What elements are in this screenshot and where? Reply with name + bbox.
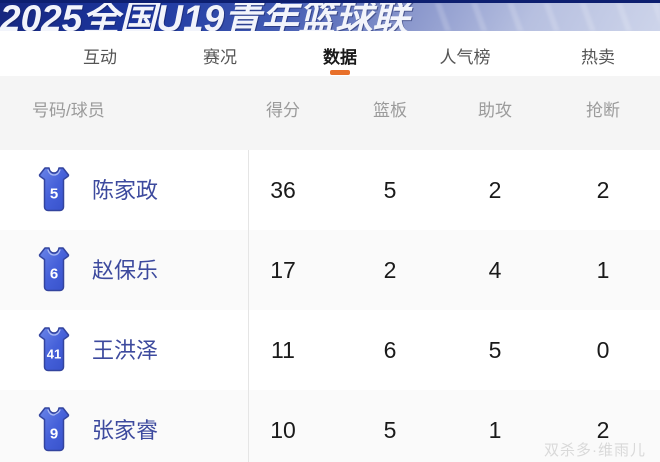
svg-text:6: 6 (50, 266, 58, 283)
svg-text:5: 5 (50, 186, 58, 203)
svg-text:9: 9 (50, 426, 58, 443)
svg-text:41: 41 (47, 347, 61, 362)
